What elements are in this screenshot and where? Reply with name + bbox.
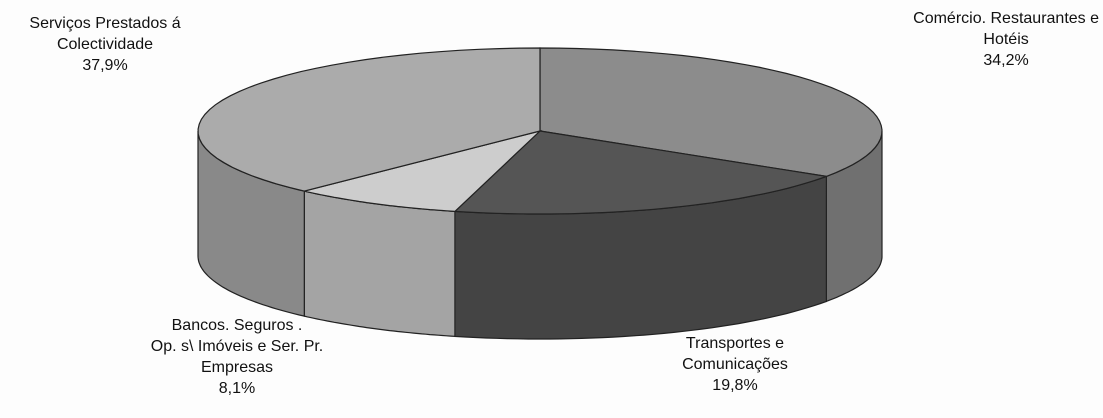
value-label: 8,1% — [218, 380, 256, 397]
slice-label: Transportes e Comunicações 19,8% — [682, 333, 788, 396]
category-name: Transportes e Comunicações — [682, 335, 788, 373]
slice-side — [303, 190, 456, 338]
value-label: 37,9% — [82, 57, 128, 74]
slice-label: Serviços Prestados á Colectividade 37,9% — [29, 13, 180, 76]
slice-label: Bancos. Seguros . Op. s\ Imóveis e Ser. … — [151, 315, 324, 399]
category-name: Comércio. Restaurantes e Hotéis — [913, 10, 1099, 48]
slice — [304, 129, 543, 213]
slice-label: Comércio. Restaurantes e Hotéis 34,2% — [913, 8, 1099, 71]
value-label: 34,2% — [983, 52, 1029, 69]
value-label: 19,8% — [712, 377, 758, 394]
slice — [453, 130, 827, 215]
category-name: Bancos. Seguros . Op. s\ Imóveis e Ser. … — [150, 317, 324, 376]
slice — [197, 47, 541, 192]
category-name: Serviços Prestados á Colectividade — [29, 15, 181, 53]
